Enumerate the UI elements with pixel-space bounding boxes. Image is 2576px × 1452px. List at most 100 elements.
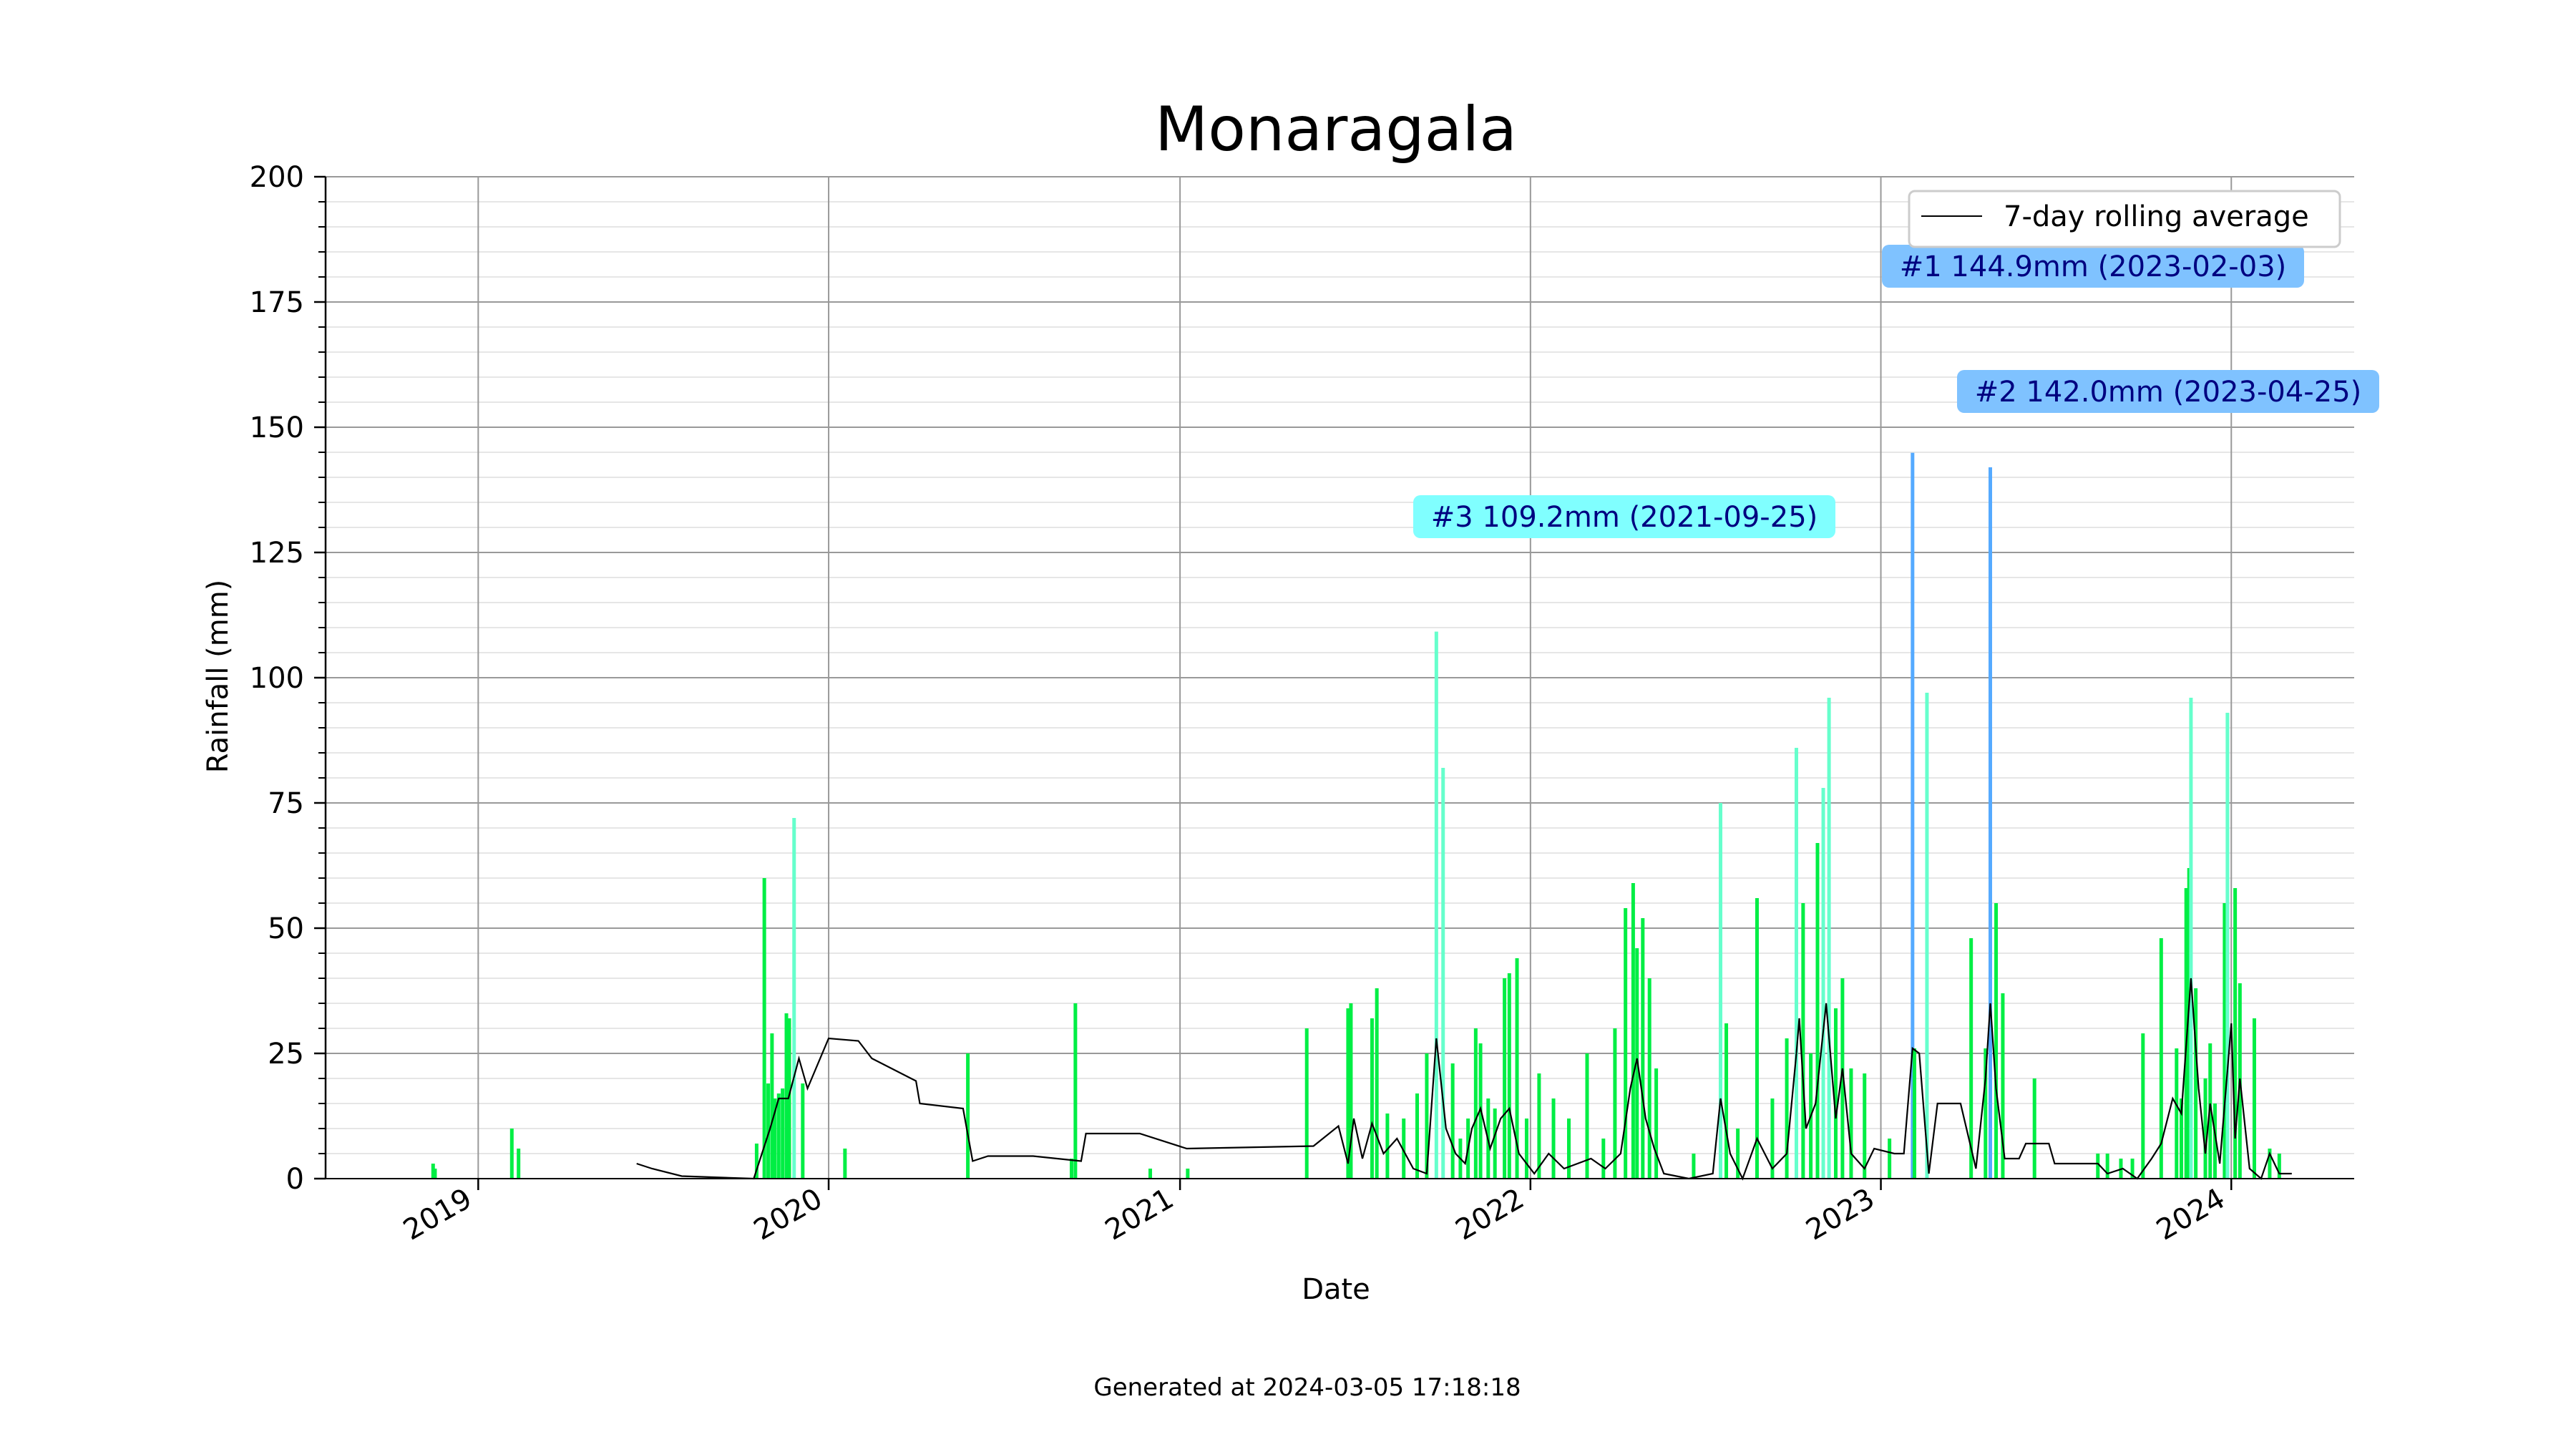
rainfall-bar — [1994, 903, 1999, 1179]
rainfall-bar — [1585, 1053, 1589, 1179]
rainfall-bar — [2225, 713, 2230, 1179]
rainfall-bar — [1770, 1098, 1775, 1179]
y-tick-label: 75 — [268, 787, 304, 820]
rainfall-bar — [2223, 903, 2227, 1179]
y-tick-label: 25 — [268, 1038, 304, 1071]
rainfall-bar — [801, 1083, 805, 1179]
annotation-box — [1957, 370, 2379, 413]
rainfall-bar — [2096, 1154, 2100, 1179]
x-tick-label: 2022 — [1450, 1182, 1530, 1247]
rainfall-bar — [2233, 888, 2238, 1179]
rainfall-bar — [1441, 768, 1445, 1179]
footer-timestamp: Generated at 2024-03-05 17:18:18 — [1093, 1373, 1521, 1402]
rainfall-bar — [433, 1169, 437, 1179]
rainfall-bar — [776, 1093, 781, 1179]
rainfall-bar — [1507, 973, 1511, 1179]
rainfall-bar — [1911, 452, 1915, 1179]
rainfall-bar — [517, 1149, 521, 1179]
rainfall-bar — [1718, 803, 1722, 1179]
legend-entry-label: 7-day rolling average — [2004, 200, 2309, 233]
rainfall-bar — [1503, 978, 1507, 1179]
rainfall-bar — [2189, 698, 2193, 1179]
annotation-label: #3 109.2mm (2021-09-25) — [1431, 501, 1818, 534]
rainfall-bar — [1069, 1159, 1073, 1179]
y-tick-label: 100 — [250, 662, 304, 695]
rainfall-bar — [1370, 1018, 1374, 1179]
rainfall-bar — [1827, 698, 1831, 1179]
rainfall-bar — [784, 1013, 789, 1179]
rainfall-bar — [1493, 1109, 1497, 1179]
rainfall-bar — [2001, 993, 2005, 1179]
rainfall-bar — [2179, 1098, 2183, 1179]
y-axis-label: Rainfall (mm) — [202, 580, 235, 774]
rainfall-bar — [1524, 1119, 1528, 1179]
annotations: #1 144.9mm (2023-02-03) #2 142.0mm (2023-… — [1413, 245, 2379, 538]
rainfall-bar — [1815, 843, 1820, 1179]
rainfall-bar — [1801, 903, 1805, 1179]
rainfall-bar — [1402, 1119, 1406, 1179]
rainfall-bar — [2130, 1159, 2135, 1179]
rainfall-bar — [1631, 883, 1635, 1179]
rainfall-bar — [1613, 1028, 1617, 1179]
rainfall-bar — [2252, 1018, 2256, 1179]
rainfall-bar — [1385, 1114, 1390, 1179]
y-tick-label: 0 — [286, 1163, 304, 1196]
rainfall-bar — [1755, 898, 1759, 1179]
y-tick-label: 150 — [250, 411, 304, 444]
rainfall-bar — [509, 1129, 514, 1179]
legend-box — [1908, 190, 2341, 248]
rainfall-bar — [781, 1088, 785, 1179]
rainfall-bar — [2105, 1154, 2109, 1179]
rainfall-bar — [2277, 1154, 2281, 1179]
rainfall-bar — [1537, 1073, 1541, 1179]
x-axis-label: Date — [1302, 1273, 1370, 1306]
rainfall-bar — [1724, 1023, 1729, 1179]
rainfall-bar — [843, 1149, 847, 1179]
rainfall-bar — [1849, 1068, 1853, 1179]
x-tick-label: 2024 — [2151, 1182, 2230, 1247]
rainfall-bar — [1840, 978, 1845, 1179]
rainfall-bar — [1692, 1154, 1696, 1179]
rainfall-bar — [2203, 1078, 2207, 1179]
rainfall-bar — [1425, 1053, 1429, 1179]
rainfall-bar — [1833, 1008, 1838, 1179]
rainfall-bar — [2187, 868, 2191, 1179]
rainfall-bar — [1863, 1073, 1867, 1179]
annotation-label: #1 144.9mm (2023-02-03) — [1900, 250, 2287, 283]
y-tick-label: 175 — [250, 286, 304, 319]
rainfall-bar — [2212, 1103, 2217, 1179]
chart-title: Monaragala — [1155, 94, 1517, 165]
rainfall-bar — [1736, 1129, 1740, 1179]
y-tick-label: 50 — [268, 912, 304, 945]
y-tick-label: 200 — [250, 161, 304, 194]
x-tick-label: 2023 — [1800, 1182, 1880, 1247]
rainfall-bar — [1566, 1119, 1571, 1179]
rainfall-bar — [1515, 958, 1519, 1179]
annotation-box — [1413, 495, 1835, 538]
rainfall-bar — [1794, 748, 1798, 1179]
rainfall-bar — [1984, 1048, 1988, 1179]
rainfall-bars — [431, 452, 2281, 1179]
rainfall-bar — [1785, 1038, 1789, 1179]
rainfall-bar — [787, 1018, 791, 1179]
rainfall-bar — [1073, 1003, 1078, 1179]
rainfall-bar — [1415, 1093, 1420, 1179]
rainfall-bar — [1821, 788, 1825, 1179]
rainfall-bar — [1450, 1063, 1455, 1179]
rainfall-bar — [2159, 938, 2163, 1179]
rainfall-bar — [1641, 918, 1645, 1179]
legend: 7-day rolling average — [1908, 190, 2341, 248]
rainfall-bar — [754, 1144, 758, 1179]
rainfall-bar — [1888, 1139, 1892, 1179]
rainfall-bar — [2268, 1149, 2272, 1179]
rainfall-bar — [431, 1164, 435, 1179]
rainfall-bar — [1346, 1008, 1350, 1179]
rainfall-bar — [1925, 693, 1929, 1179]
rainfall-bar — [1551, 1098, 1556, 1179]
x-tick-label: 2020 — [748, 1182, 828, 1247]
rainfall-bar — [1349, 1003, 1353, 1179]
rainfall-bar — [1647, 978, 1652, 1179]
rainfall-bar — [1913, 1048, 1917, 1179]
